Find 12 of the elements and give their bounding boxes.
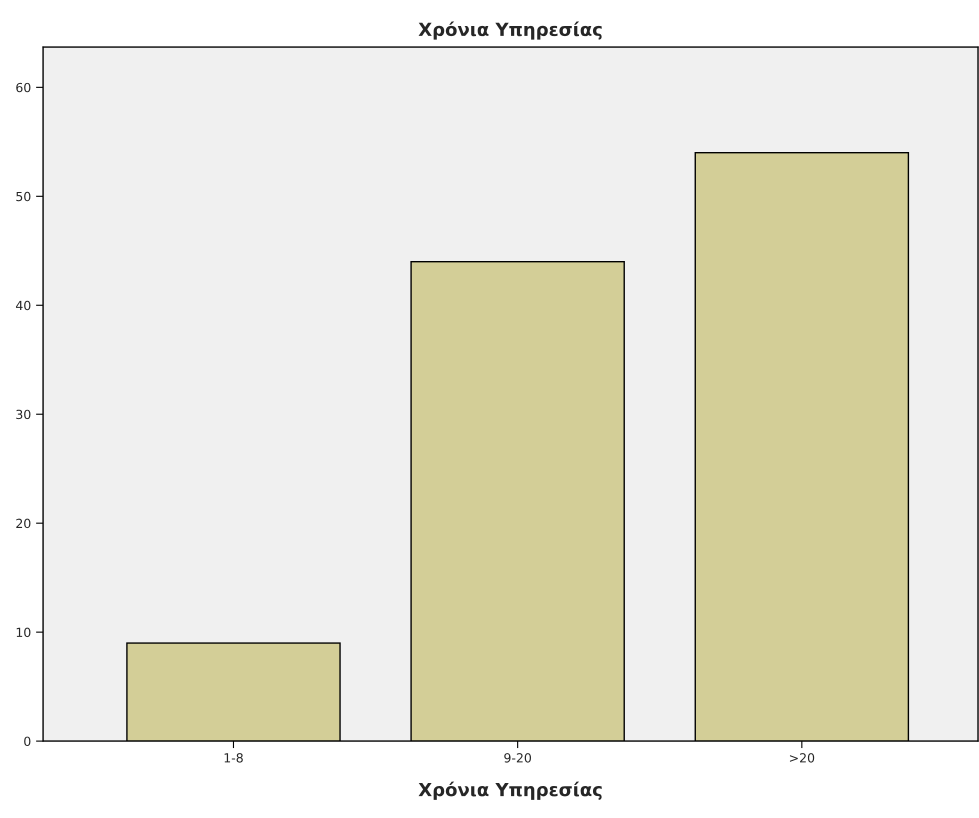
y-tick-label: 50 [16,192,30,202]
chart-title: Χρόνια Υπηρεσίας [418,21,602,40]
x-tick-label: 1-8 [224,753,243,763]
x-tick-label: 9-20 [504,753,532,763]
y-tick-label: 60 [16,82,30,92]
y-tick-label: 20 [16,518,30,528]
y-tick-label: 40 [16,300,30,310]
x-tick-label: >20 [790,753,814,763]
y-tick-label: 10 [16,628,30,638]
y-tick-label: 0 [24,736,30,746]
y-tick-label: 30 [16,410,30,420]
x-axis-title: Χρόνια Υπηρεσίας [418,782,602,800]
